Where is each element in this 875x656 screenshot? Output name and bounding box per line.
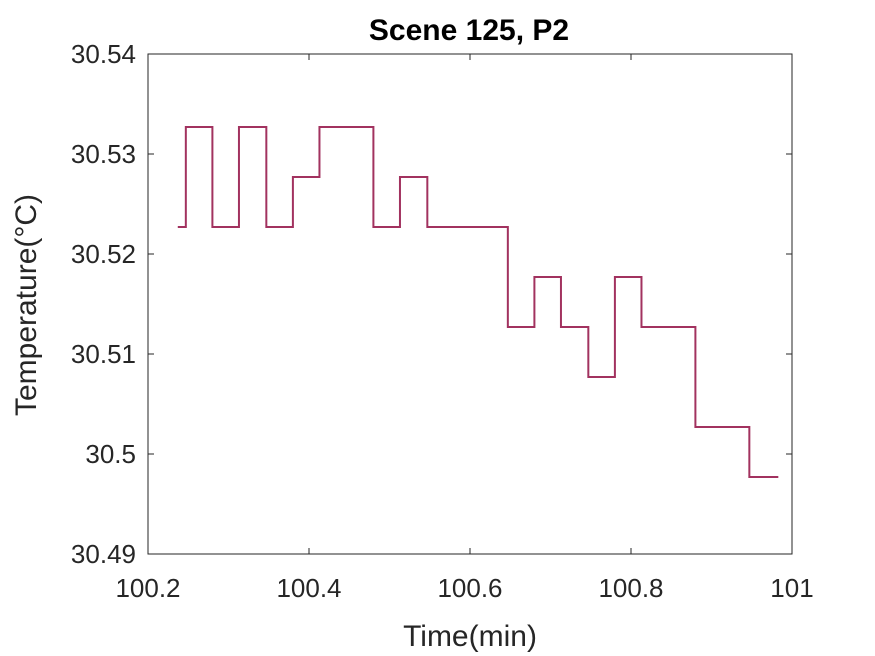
chart-title: Scene 125, P2: [369, 14, 569, 47]
plot-area: [147, 53, 793, 555]
x-tick-label: 100.6: [437, 573, 502, 603]
y-tick-label: 30.5: [85, 439, 136, 469]
x-tick-label: 101: [770, 573, 813, 603]
y-axis: 30.49 30.5 30.51 30.52 30.53 30.54: [71, 39, 792, 569]
series-layer: [177, 126, 779, 478]
y-tick-label: 30.54: [71, 39, 136, 69]
y-tick-label: 30.52: [71, 239, 136, 269]
y-tick-label: 30.51: [71, 339, 136, 369]
x-tick-label: 100.8: [598, 573, 663, 603]
y-tick-label: 30.53: [71, 139, 136, 169]
y-tick-label: 30.49: [71, 539, 136, 569]
x-axis-label: Time(min): [403, 620, 537, 653]
y-axis-label: Temperature(°C): [10, 194, 43, 416]
x-axis: 100.2 100.4 100.6 100.8 101: [115, 54, 814, 603]
x-tick-label: 100.4: [276, 573, 341, 603]
series-line-0: [177, 126, 779, 478]
x-tick-label: 100.2: [115, 573, 180, 603]
